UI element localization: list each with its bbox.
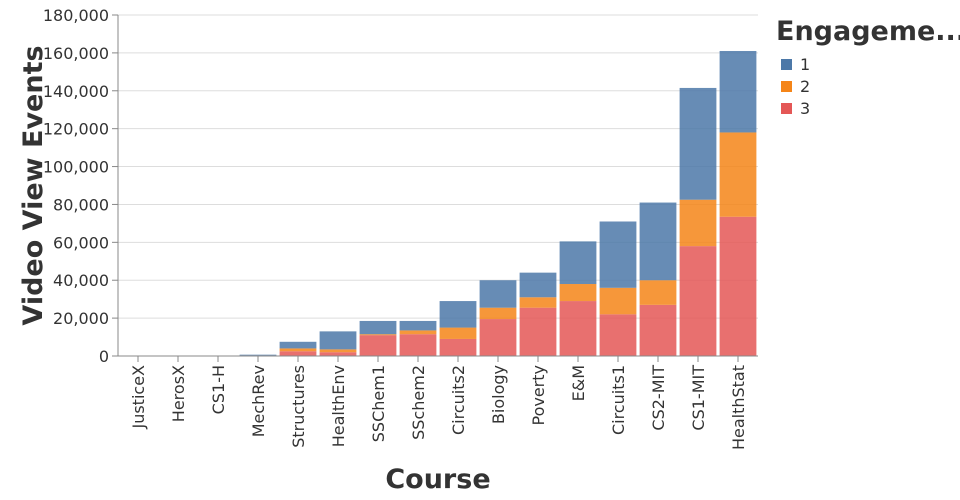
y-tick-label: 60,000: [53, 233, 109, 252]
y-tick-label: 160,000: [43, 44, 109, 63]
x-tick-label: CS1-MIT: [689, 365, 708, 431]
bar-circuits1-series-1: [599, 221, 637, 288]
x-tick-label: E&M: [569, 365, 588, 401]
axes: [117, 15, 758, 357]
x-tick-label: Circuits2: [449, 365, 468, 435]
bar-sschem2-series-2: [399, 330, 437, 335]
x-tick-label: CS1-H: [209, 365, 228, 414]
x-tick-labels: JusticeX HerosX CS1-H MechRev Structures Heal…: [129, 356, 748, 450]
bar-structures-series-3: [279, 351, 317, 356]
bar-poverty-series-3: [519, 307, 557, 356]
bar-healthenv-series-2: [319, 349, 357, 353]
y-tick-labels: 0 20,000 40,000 60,000 80,000 100,000 120,000 1…: [43, 6, 118, 366]
legend: Engageme... 1 2 3: [776, 16, 960, 118]
x-tick-label: SSChem1: [369, 365, 388, 442]
bar-healthenv-series-3: [319, 352, 357, 356]
x-tick-label: Circuits1: [609, 365, 628, 435]
x-tick-label: HealthStat: [729, 365, 748, 450]
y-axis-title: Video View Events: [18, 45, 49, 325]
bar-circuits2-series-2: [439, 327, 477, 339]
bar-healthstat-series-2: [719, 132, 757, 217]
x-tick-label: SSchem2: [409, 365, 428, 440]
bar-circuits2-series-3: [439, 338, 477, 356]
bar-structures-series-2: [279, 348, 317, 352]
legend-swatch-3: [781, 103, 792, 114]
x-tick-label: HerosX: [169, 365, 188, 422]
y-tick-label: 120,000: [43, 120, 109, 139]
bar-biology-series-3: [479, 319, 517, 356]
y-tick-label: 180,000: [43, 6, 109, 25]
bar-sschem2-series-1: [399, 320, 437, 331]
bar-biology-series-2: [479, 307, 517, 320]
legend-label-3: 3: [800, 99, 810, 118]
legend-swatch-2: [781, 81, 792, 92]
bar-sschem1-series-1: [359, 320, 397, 335]
bar-cs2-mit-series-2: [639, 280, 677, 305]
bar-biology-series-1: [479, 280, 517, 308]
x-tick-label: HealthEnv: [329, 365, 348, 447]
x-tick-label: CS2-MIT: [649, 365, 668, 431]
y-tick-label: 100,000: [43, 158, 109, 177]
legend-swatch-1: [781, 59, 792, 70]
bar-mechrev-series-1: [239, 354, 277, 356]
y-tick-label: 20,000: [53, 309, 109, 328]
y-tick-label: 0: [99, 347, 109, 366]
bars: [239, 50, 757, 356]
legend-title: Engageme...: [776, 16, 960, 47]
bar-healthstat-series-1: [719, 50, 757, 133]
y-tick-label: 140,000: [43, 82, 109, 101]
legend-label-1: 1: [800, 55, 810, 74]
bar-sschem2-series-3: [399, 334, 437, 356]
bar-cs1-mit-series-3: [679, 246, 717, 356]
bar-circuits2-series-1: [439, 301, 477, 328]
x-axis-title: Course: [385, 464, 490, 495]
x-tick-label: Biology: [489, 365, 508, 424]
bar-structures-series-1: [279, 341, 317, 349]
x-tick-label: Structures: [289, 365, 308, 448]
legend-label-2: 2: [800, 77, 810, 96]
bar-e-m-series-2: [559, 284, 597, 302]
bar-e-m-series-1: [559, 241, 597, 285]
bar-cs2-mit-series-3: [639, 304, 677, 356]
bar-cs1-mit-series-1: [679, 87, 717, 200]
x-tick-label: MechRev: [249, 365, 268, 437]
x-tick-label: JusticeX: [129, 365, 148, 430]
bar-healthenv-series-1: [319, 331, 357, 350]
bar-circuits1-series-3: [599, 314, 637, 356]
bar-sschem1-series-2: [359, 334, 397, 336]
bar-cs2-mit-series-1: [639, 202, 677, 281]
y-tick-label: 80,000: [53, 195, 109, 214]
bar-poverty-series-1: [519, 272, 557, 298]
bar-poverty-series-2: [519, 297, 557, 308]
x-tick-label: Poverty: [529, 365, 548, 426]
grid-lines: [118, 14, 758, 357]
bar-healthstat-series-3: [719, 216, 757, 356]
y-tick-label: 40,000: [53, 271, 109, 290]
bar-cs1-mit-series-2: [679, 199, 717, 247]
bar-e-m-series-3: [559, 301, 597, 356]
bar-circuits1-series-2: [599, 287, 637, 315]
bar-sschem1-series-3: [359, 335, 397, 356]
